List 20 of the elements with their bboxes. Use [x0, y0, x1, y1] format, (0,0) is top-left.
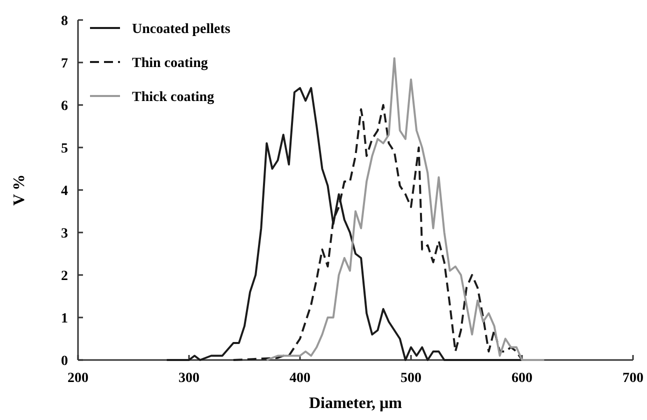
- y-tick-label: 7: [61, 56, 68, 72]
- x-tick-label: 200: [68, 371, 88, 386]
- legend-label: Thin coating: [132, 56, 208, 71]
- y-tick-label: 3: [61, 226, 68, 242]
- y-tick-label: 1: [61, 311, 68, 326]
- legend-label: Uncoated pellets: [132, 22, 231, 37]
- x-tick-label: 700: [622, 371, 644, 386]
- y-axis-title: V %: [11, 174, 28, 206]
- x-tick-label: 600: [512, 371, 532, 386]
- y-tick-label: 0: [61, 354, 68, 369]
- y-tick-label: 5: [61, 141, 68, 156]
- x-axis-title: Diameter, µm: [308, 395, 403, 412]
- y-tick-label: 4: [61, 184, 68, 199]
- y-tick-label: 2: [61, 268, 68, 284]
- x-tick-label: 300: [178, 371, 200, 386]
- y-tick-label: 6: [61, 98, 68, 114]
- legend-label: Thick coating: [132, 90, 214, 105]
- x-tick-label: 500: [400, 371, 422, 386]
- y-tick-label: 8: [61, 14, 68, 29]
- x-tick-label: 400: [290, 371, 310, 386]
